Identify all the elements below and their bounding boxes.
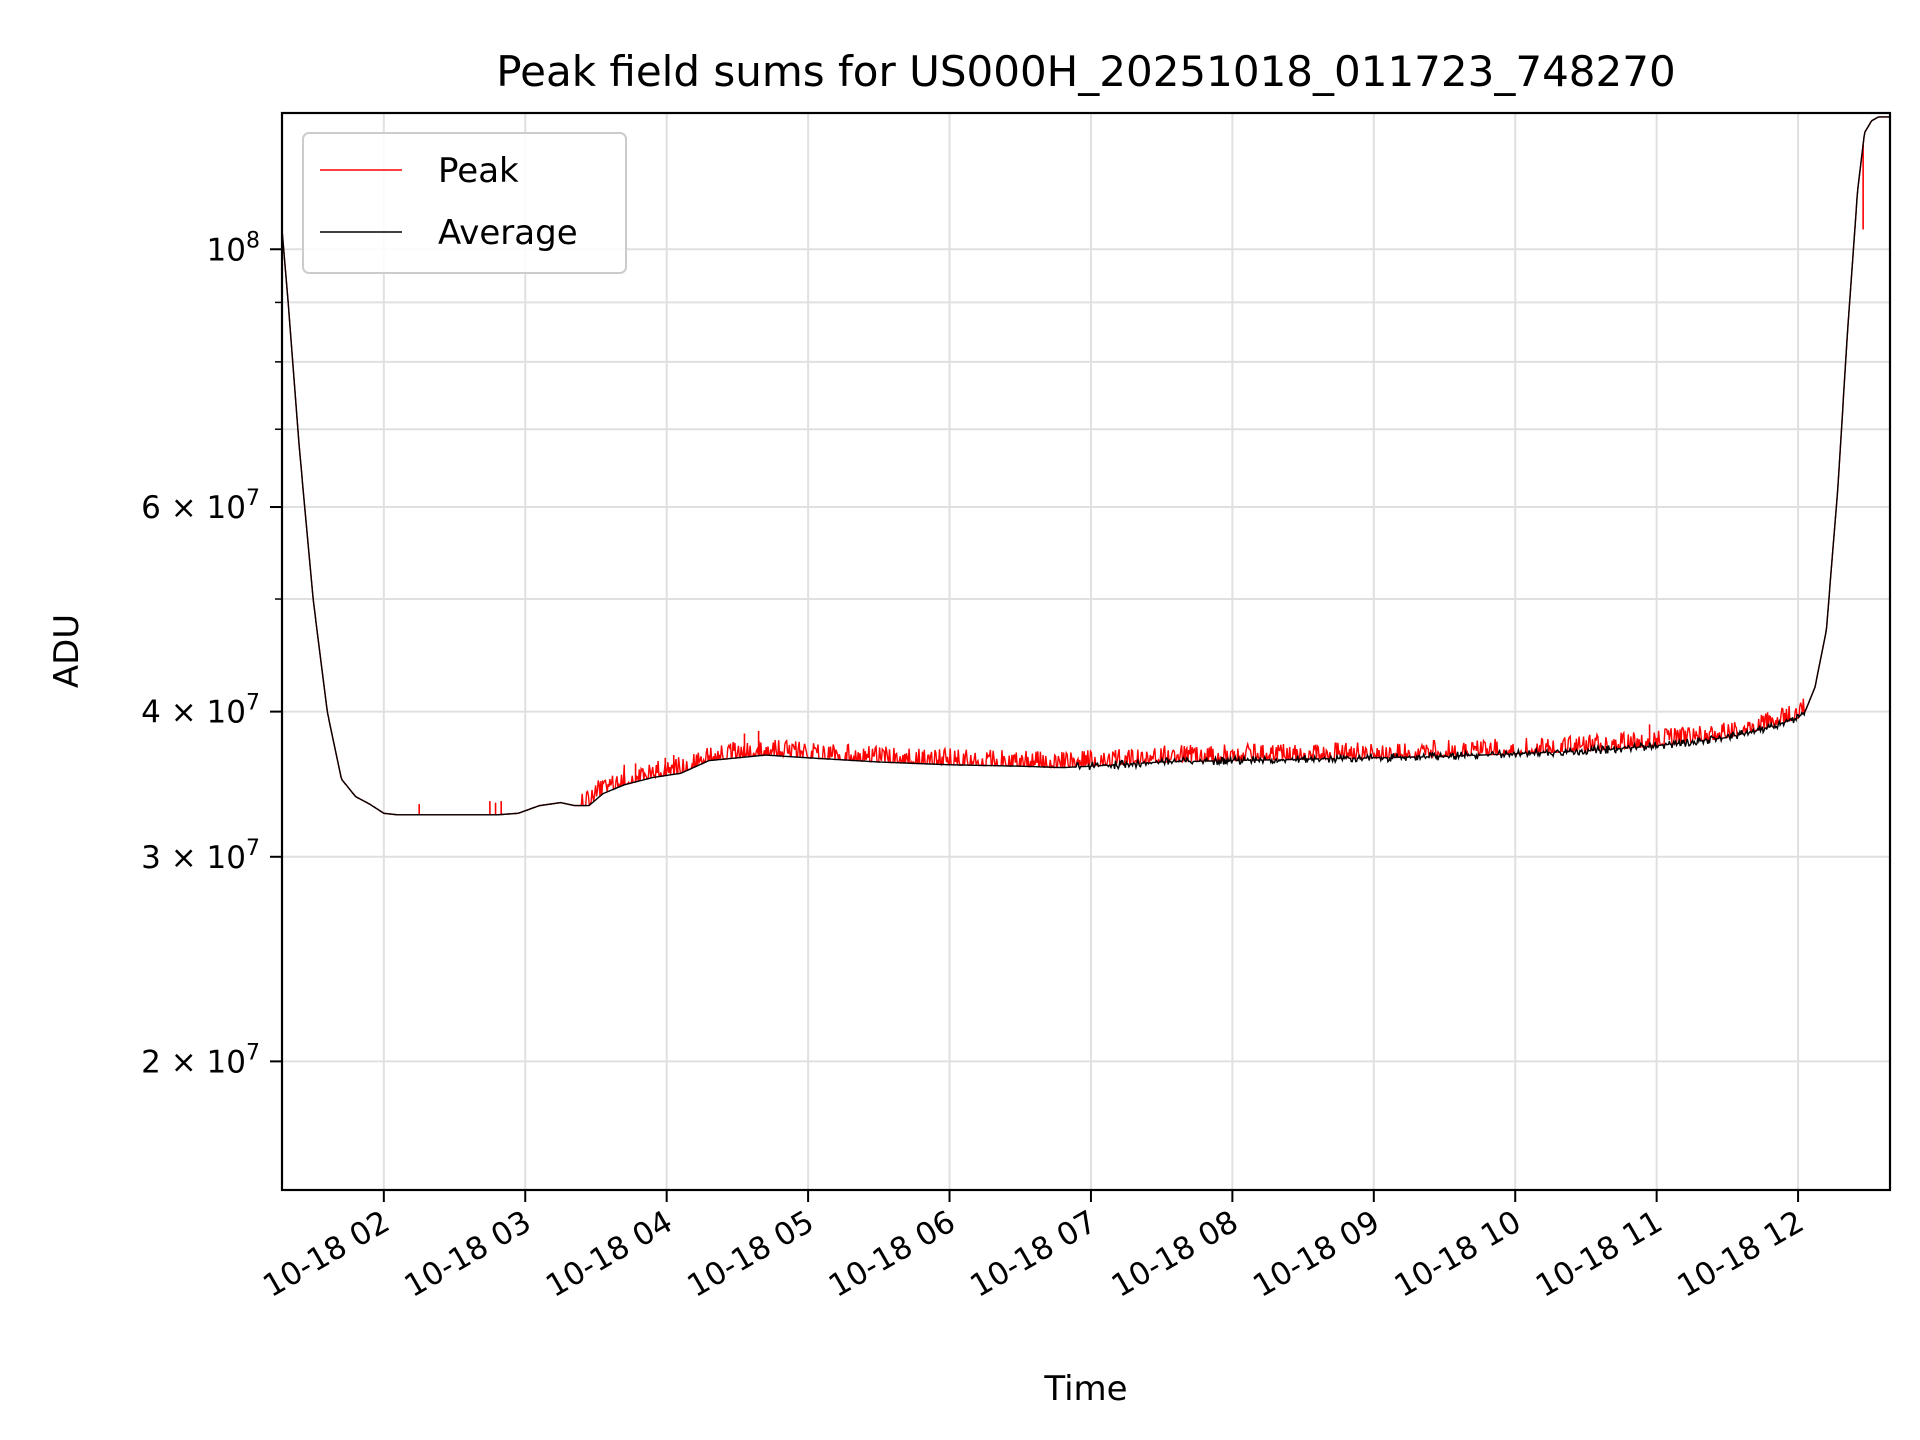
y-axis-title: ADU: [47, 614, 87, 688]
y-tick-label: 108: [207, 228, 260, 268]
x-axis-title: Time: [1043, 1369, 1127, 1409]
axes-frame: [280, 111, 1892, 1192]
y-tick-label: 3 × 107: [141, 836, 260, 876]
y-tick-label: 6 × 107: [141, 486, 260, 526]
average-series-line: [282, 116, 1890, 816]
y-tick-label: 4 × 107: [141, 691, 260, 731]
legend-box: [302, 132, 627, 274]
plot-lines: [282, 116, 1890, 816]
y-tick-label: 2 × 107: [141, 1040, 260, 1080]
legend-peak-label: Peak: [438, 151, 519, 191]
chart-title: Peak field sums for US000H_20251018_0117…: [496, 47, 1675, 96]
grid: [282, 113, 1890, 1190]
legend-average-label: Average: [438, 213, 578, 253]
legend: Peak Average: [302, 132, 627, 274]
y-axis: 108 6 × 107 4 × 107 3 × 107 2 × 107: [141, 228, 282, 1080]
